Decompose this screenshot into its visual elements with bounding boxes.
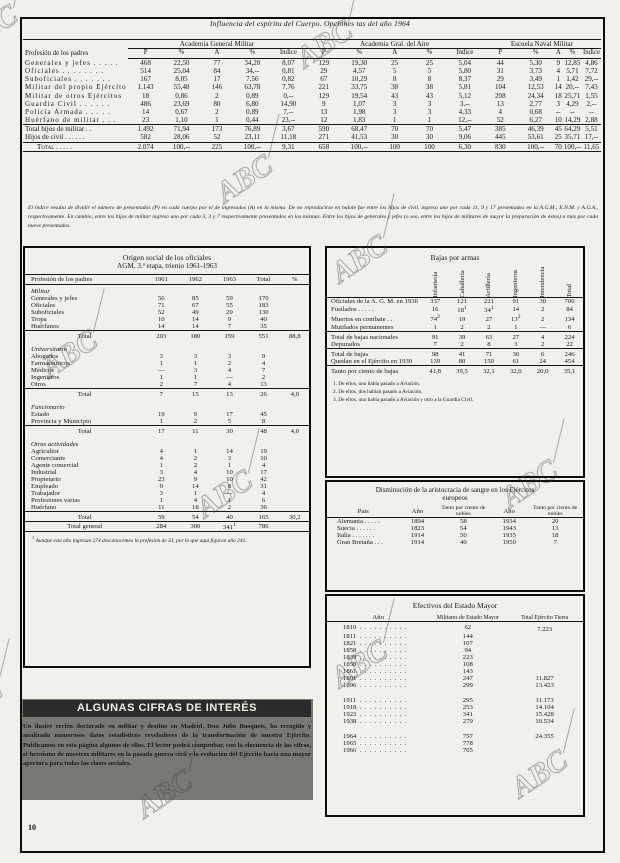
- svg-text:ABC: ABC: [0, 673, 9, 736]
